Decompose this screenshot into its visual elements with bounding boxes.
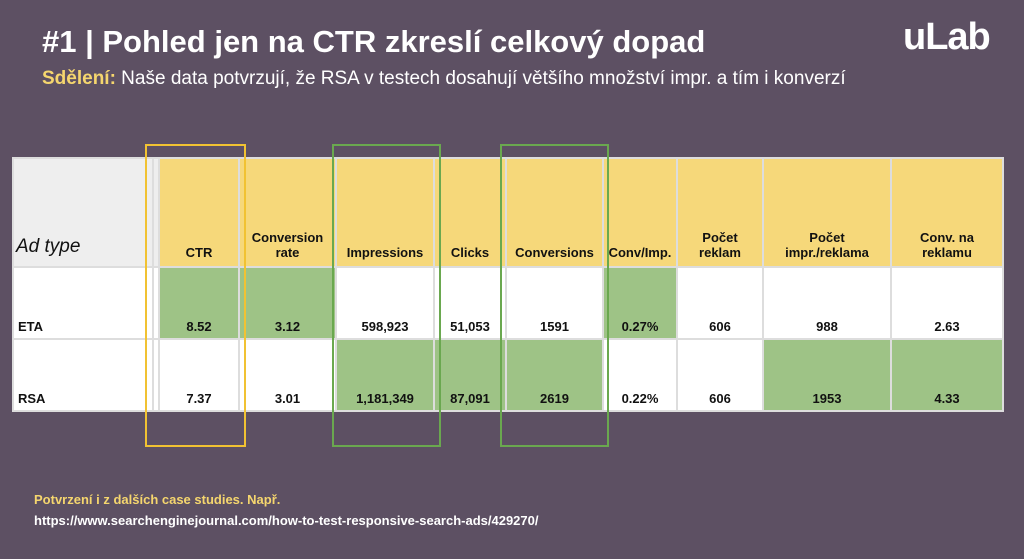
conversions-highlight-box bbox=[500, 144, 609, 447]
spacer-cell bbox=[152, 338, 160, 412]
header-cell: Clicks bbox=[433, 157, 507, 268]
subtitle-label: Sdělení: bbox=[42, 68, 116, 89]
data-cell: 0.22% bbox=[602, 338, 678, 412]
data-cell: 7.37 bbox=[158, 338, 240, 412]
table-header-row: Ad type CTR Conversion rate Impressions Clic… bbox=[12, 157, 1004, 268]
header-cell: CTR bbox=[158, 157, 240, 268]
slide-title: #1 | Pohled jen na CTR zkreslí celkový d… bbox=[42, 24, 706, 59]
table-row-rsa: RSA 7.37 3.01 1,181,349 87,091 2619 0.22% 606 19… bbox=[12, 338, 1004, 412]
header-cell: Počet reklam bbox=[676, 157, 764, 268]
data-cell: 1,181,349 bbox=[335, 338, 435, 412]
row-label: ETA bbox=[12, 266, 154, 340]
data-cell: 8.52 bbox=[158, 266, 240, 340]
impressions-highlight-box bbox=[332, 144, 441, 447]
header-cell: Impressions bbox=[335, 157, 435, 268]
data-cell: 1953 bbox=[762, 338, 892, 412]
ulab-logo: uLab bbox=[903, 16, 991, 58]
data-cell: 2.63 bbox=[890, 266, 1004, 340]
data-cell: 606 bbox=[676, 338, 764, 412]
header-cell: Počet impr./reklama bbox=[762, 157, 892, 268]
header-cell: Conv/Imp. bbox=[602, 157, 678, 268]
header-cell: Conv. na reklamu bbox=[890, 157, 1004, 268]
footer-note: Potvrzení i z dalších case studies. Např… bbox=[34, 492, 281, 507]
subtitle-text: Naše data potvrzují, že RSA v testech do… bbox=[115, 68, 846, 89]
row-label: RSA bbox=[12, 338, 154, 412]
data-cell: 4.33 bbox=[890, 338, 1004, 412]
data-cell: 988 bbox=[762, 266, 892, 340]
data-cell: 3.12 bbox=[238, 266, 337, 340]
data-cell: 2619 bbox=[505, 338, 604, 412]
data-cell: 51,053 bbox=[433, 266, 507, 340]
data-cell: 3.01 bbox=[238, 338, 337, 412]
source-link[interactable]: https://www.searchenginejournal.com/how-… bbox=[34, 513, 539, 528]
spacer-cell bbox=[152, 266, 160, 340]
data-cell: 606 bbox=[676, 266, 764, 340]
slide-subtitle: Sdělení: Naše data potvrzují, že RSA v t… bbox=[42, 68, 846, 90]
header-cell: Conversions bbox=[505, 157, 604, 268]
data-cell: 87,091 bbox=[433, 338, 507, 412]
data-cell: 598,923 bbox=[335, 266, 435, 340]
data-cell: 1591 bbox=[505, 266, 604, 340]
header-cell: Ad type bbox=[12, 157, 154, 268]
spacer-cell bbox=[152, 157, 160, 268]
data-cell: 0.27% bbox=[602, 266, 678, 340]
header-cell: Conversion rate bbox=[238, 157, 337, 268]
ad-comparison-table: Ad type CTR Conversion rate Impressions Clic… bbox=[12, 157, 1004, 412]
table-row-eta: ETA 8.52 3.12 598,923 51,053 1591 0.27% 606 988 2… bbox=[12, 266, 1004, 340]
footer: Potvrzení i z dalších case studies. Např… bbox=[34, 492, 539, 528]
ctr-highlight-box bbox=[145, 144, 246, 447]
